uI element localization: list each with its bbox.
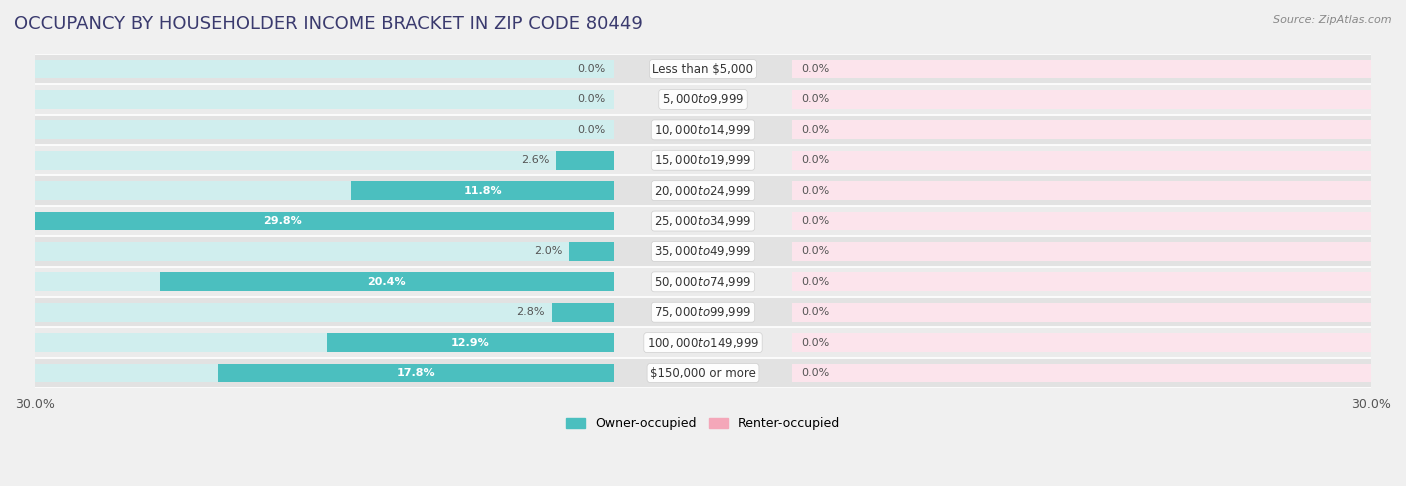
Bar xyxy=(792,303,1371,322)
Text: 17.8%: 17.8% xyxy=(396,368,434,378)
Text: 0.0%: 0.0% xyxy=(576,64,605,74)
Bar xyxy=(35,211,614,230)
Text: $50,000 to $74,999: $50,000 to $74,999 xyxy=(654,275,752,289)
Text: Source: ZipAtlas.com: Source: ZipAtlas.com xyxy=(1274,15,1392,25)
Bar xyxy=(35,84,1371,115)
Bar xyxy=(35,181,614,200)
Bar xyxy=(35,333,614,352)
Text: $35,000 to $49,999: $35,000 to $49,999 xyxy=(654,244,752,259)
Bar xyxy=(218,364,614,382)
Text: 20.4%: 20.4% xyxy=(367,277,406,287)
Bar xyxy=(792,364,1371,382)
Bar xyxy=(35,206,1371,236)
Bar xyxy=(326,333,614,352)
Bar xyxy=(792,273,1371,291)
Bar xyxy=(792,242,1371,261)
Bar xyxy=(35,273,614,291)
Bar xyxy=(35,151,614,170)
Text: 0.0%: 0.0% xyxy=(576,125,605,135)
Text: $15,000 to $19,999: $15,000 to $19,999 xyxy=(654,153,752,167)
Text: $20,000 to $24,999: $20,000 to $24,999 xyxy=(654,184,752,198)
Text: 29.8%: 29.8% xyxy=(263,216,301,226)
Text: 12.9%: 12.9% xyxy=(451,338,489,347)
Text: 0.0%: 0.0% xyxy=(801,246,830,257)
Text: 0.0%: 0.0% xyxy=(801,338,830,347)
Text: 0.0%: 0.0% xyxy=(801,64,830,74)
Text: OCCUPANCY BY HOUSEHOLDER INCOME BRACKET IN ZIP CODE 80449: OCCUPANCY BY HOUSEHOLDER INCOME BRACKET … xyxy=(14,15,643,33)
Text: $100,000 to $149,999: $100,000 to $149,999 xyxy=(647,336,759,349)
Text: 0.0%: 0.0% xyxy=(801,125,830,135)
Text: 0.0%: 0.0% xyxy=(576,94,605,104)
Text: 2.0%: 2.0% xyxy=(534,246,562,257)
Bar xyxy=(569,242,614,261)
Text: $10,000 to $14,999: $10,000 to $14,999 xyxy=(654,123,752,137)
Text: 0.0%: 0.0% xyxy=(801,155,830,165)
Bar xyxy=(792,151,1371,170)
Bar xyxy=(555,151,614,170)
Text: 0.0%: 0.0% xyxy=(801,307,830,317)
Text: 0.0%: 0.0% xyxy=(801,186,830,196)
Bar xyxy=(35,358,1371,388)
Bar xyxy=(35,242,614,261)
Bar xyxy=(792,90,1371,109)
Bar xyxy=(792,121,1371,139)
Bar xyxy=(792,333,1371,352)
Text: $75,000 to $99,999: $75,000 to $99,999 xyxy=(654,305,752,319)
Bar xyxy=(551,303,614,322)
Bar xyxy=(35,267,1371,297)
Text: 11.8%: 11.8% xyxy=(463,186,502,196)
Text: 2.8%: 2.8% xyxy=(516,307,546,317)
Bar xyxy=(35,54,1371,84)
Bar xyxy=(792,60,1371,79)
Bar xyxy=(35,297,1371,328)
Bar xyxy=(35,175,1371,206)
Text: $25,000 to $34,999: $25,000 to $34,999 xyxy=(654,214,752,228)
Bar xyxy=(352,181,614,200)
Bar xyxy=(792,211,1371,230)
Text: 0.0%: 0.0% xyxy=(801,368,830,378)
Text: 2.6%: 2.6% xyxy=(522,155,550,165)
Text: 0.0%: 0.0% xyxy=(801,277,830,287)
Bar xyxy=(0,211,614,230)
Text: Less than $5,000: Less than $5,000 xyxy=(652,63,754,76)
Bar xyxy=(35,60,614,79)
Bar xyxy=(35,364,614,382)
Bar xyxy=(35,303,614,322)
Text: $150,000 or more: $150,000 or more xyxy=(650,366,756,380)
Legend: Owner-occupied, Renter-occupied: Owner-occupied, Renter-occupied xyxy=(561,413,845,435)
Text: 0.0%: 0.0% xyxy=(801,216,830,226)
Bar xyxy=(35,328,1371,358)
Text: 0.0%: 0.0% xyxy=(801,94,830,104)
Bar xyxy=(35,145,1371,175)
Bar xyxy=(160,273,614,291)
Bar xyxy=(35,121,614,139)
Bar xyxy=(792,181,1371,200)
Bar xyxy=(35,236,1371,267)
Bar xyxy=(35,90,614,109)
Bar xyxy=(35,115,1371,145)
Text: $5,000 to $9,999: $5,000 to $9,999 xyxy=(662,92,744,106)
